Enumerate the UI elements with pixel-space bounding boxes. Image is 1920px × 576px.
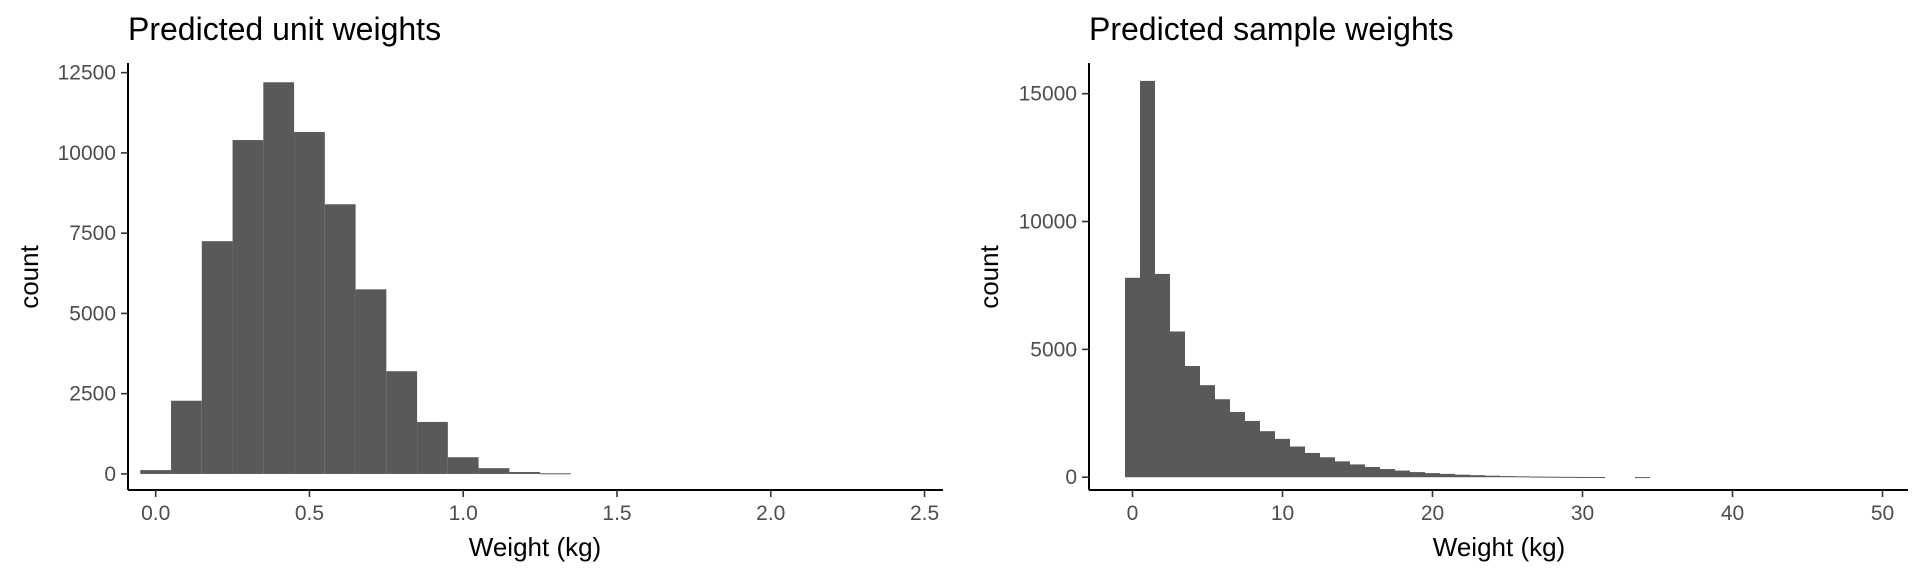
y-tick-label: 0 [1065,466,1077,489]
histogram-bar [1590,477,1605,479]
histogram-bar [1560,476,1575,478]
histogram-bar [1380,469,1395,478]
histogram-bar [232,140,264,474]
x-tick-label: 1.0 [449,502,478,525]
y-tick-label: 15000 [1019,83,1077,106]
histogram-bar [294,132,325,474]
histogram-bar [1320,457,1335,478]
histogram-bar [1350,464,1365,478]
y-tick-label: 10000 [1019,211,1077,234]
histogram-bar [140,470,172,474]
x-tick-label: 2.5 [910,502,939,525]
sample-weights-panel: Predicted sample weights count Weight (k… [974,11,1908,562]
y-tick-label: 0 [104,463,116,486]
histogram-bar [201,241,233,474]
ticks: 0.0 0.5 1.0 1.5 2.0 2.5 0 2500 5000 7500 10000 1250… [58,62,940,525]
histogram-bar [540,473,571,475]
histogram-bar [478,468,510,474]
x-tick-label: 50 [1871,502,1894,525]
x-tick-label: 0 [1127,502,1139,525]
histogram-bar [1425,473,1440,478]
histogram-bar [1410,472,1425,478]
y-tick-label: 12500 [58,62,116,85]
x-tick-label: 10 [1271,502,1294,525]
histogram-bar [1395,470,1410,478]
ticks: 0 10 20 30 40 50 0 5000 10000 15000 [1019,83,1895,525]
y-axis-label: count [14,244,44,308]
histogram-bar [1230,412,1245,478]
histogram-bar [1545,476,1560,478]
histogram-bar [1245,420,1260,478]
y-tick-label: 10000 [58,142,116,165]
histogram-bar [1455,474,1470,478]
histogram-bar [1485,475,1500,478]
histogram-bar [447,457,479,474]
y-tick-label: 5000 [1030,338,1077,361]
histogram-bar [1530,476,1545,478]
x-axis-label: Weight (kg) [469,532,601,562]
x-tick-label: 1.5 [602,502,631,525]
unit-weights-panel: Predicted unit weights count Weight (kg)… [14,11,943,562]
x-axis-label: Weight (kg) [1433,532,1565,562]
y-tick-label: 7500 [69,222,116,245]
histogram-bar [1140,80,1155,478]
x-tick-label: 0.5 [295,502,324,525]
y-tick-label: 2500 [69,383,116,406]
histogram-bar [1305,452,1320,478]
histogram-bar [417,421,448,474]
histogram-bar [1275,438,1290,478]
histogram-bar [509,472,541,474]
x-tick-label: 0.0 [141,502,170,525]
histogram-bar [1635,477,1650,479]
histogram-bar [355,289,387,474]
histogram-bar [1515,476,1530,478]
histogram-bar [1365,466,1380,478]
x-tick-label: 2.0 [756,502,785,525]
y-axis-label: count [974,244,1004,308]
bars [140,82,571,475]
histogram-bar [1170,331,1185,478]
y-tick-label: 5000 [69,302,116,325]
x-tick-label: 20 [1421,502,1444,525]
histogram-bar [1470,475,1485,478]
histogram-bar [1440,473,1455,478]
histogram-bar [1215,399,1230,478]
bars [1125,80,1650,479]
chart-title: Predicted sample weights [1089,11,1454,47]
histogram-bar [1260,431,1275,478]
histogram-bar [263,82,295,474]
histogram-bar [1185,365,1200,478]
histogram-bar [324,204,356,474]
histogram-bar [171,400,202,474]
histogram-bar [1200,385,1215,478]
x-tick-label: 40 [1721,502,1744,525]
histogram-bar [1125,277,1140,478]
histogram-bar [1575,476,1590,478]
chart-title: Predicted unit weights [128,11,441,47]
histogram-bar [1155,273,1170,478]
histogram-bar [1335,461,1350,478]
histogram-bar [1500,476,1515,478]
histogram-bar [386,371,418,474]
x-tick-label: 30 [1571,502,1594,525]
histogram-bar [1290,446,1305,478]
